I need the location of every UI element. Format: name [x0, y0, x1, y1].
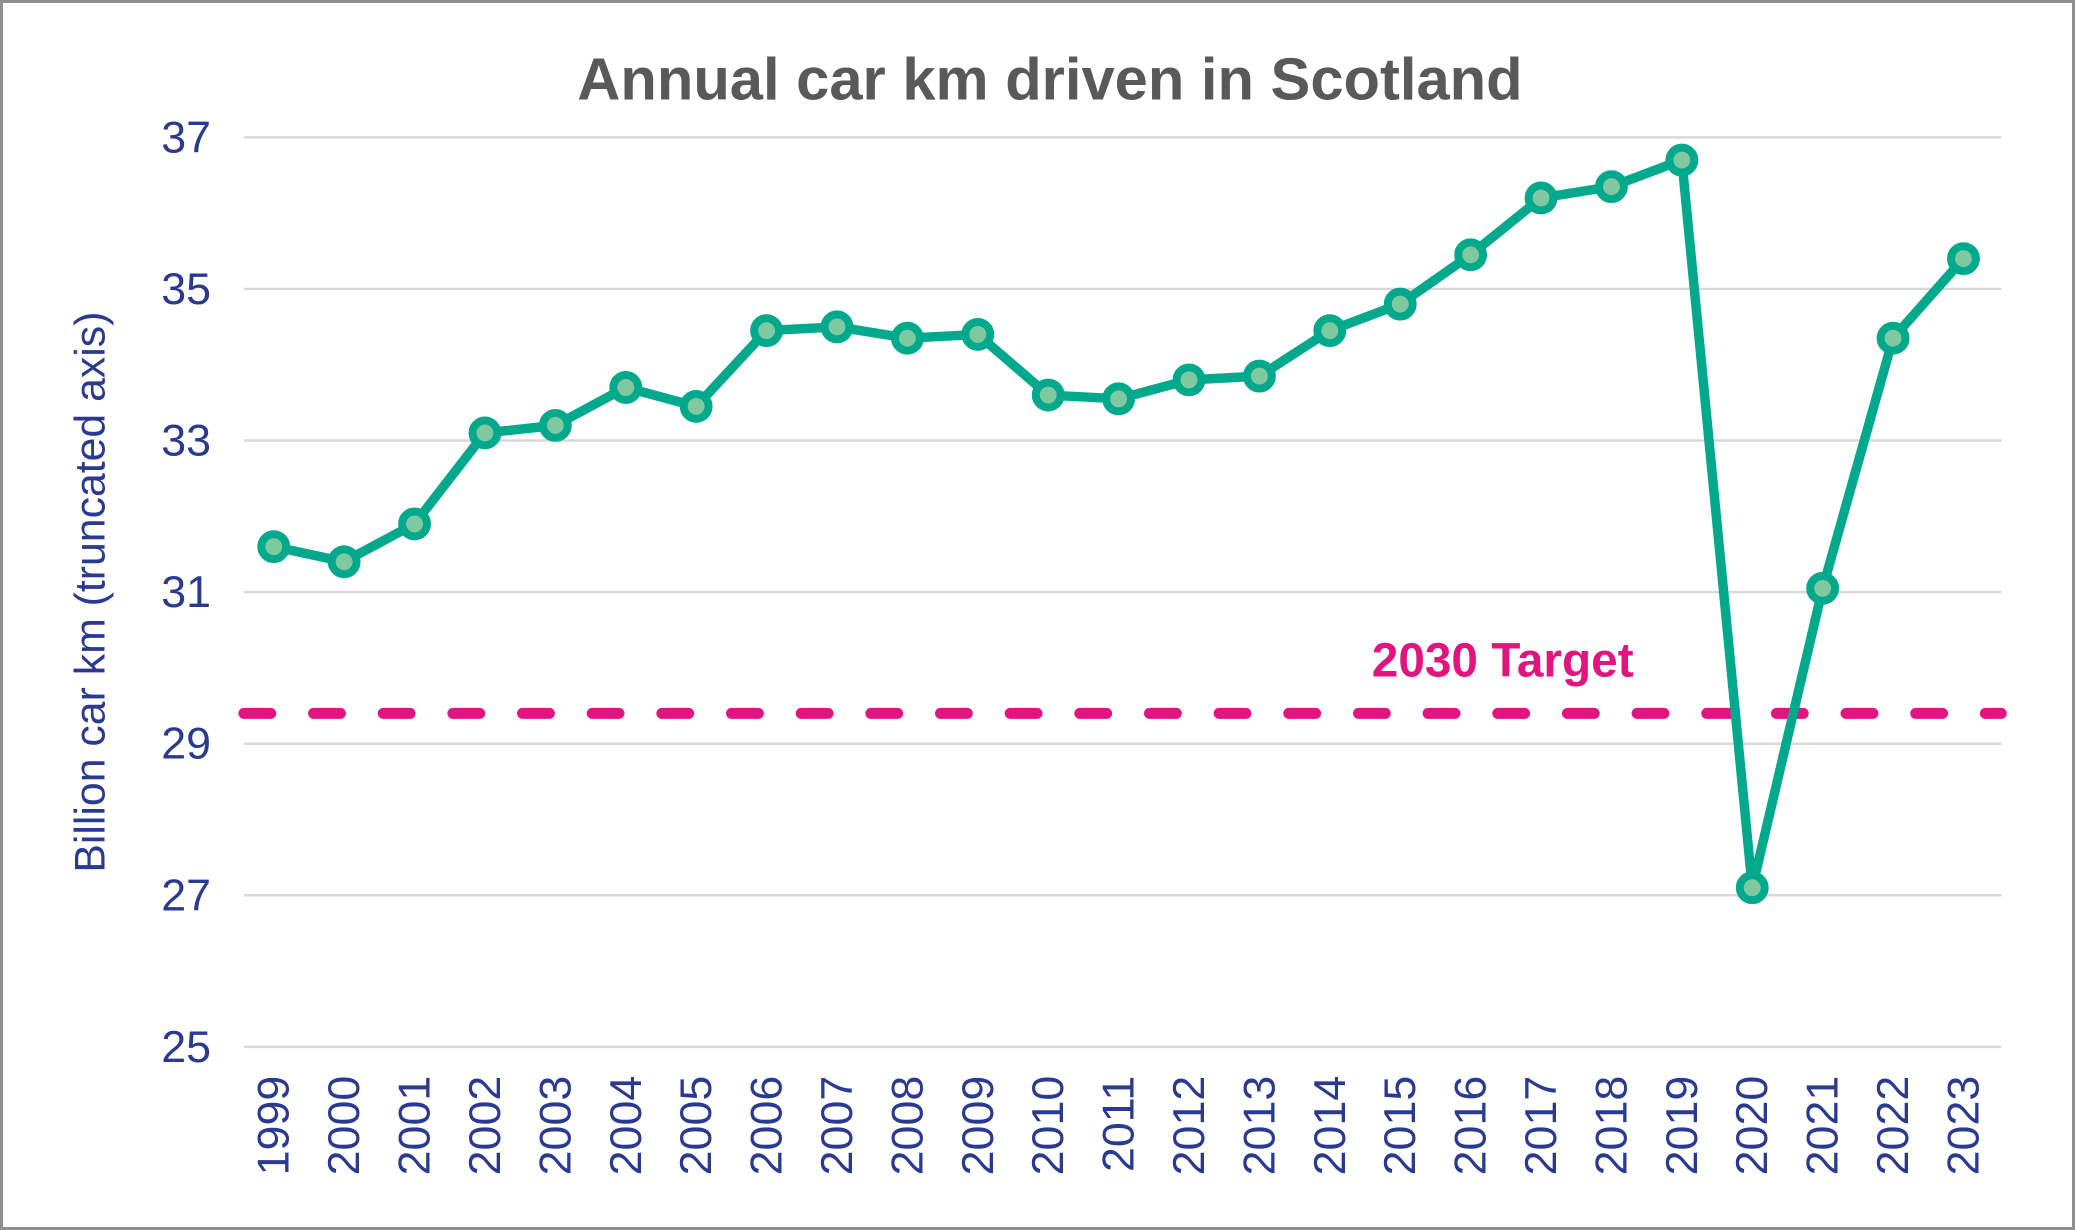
x-tick-label: 1999 [249, 1076, 299, 1176]
y-tick-label: 31 [161, 567, 211, 617]
x-tick-label: 2008 [882, 1076, 932, 1176]
data-point-marker [1524, 181, 1558, 215]
data-point-marker [890, 321, 924, 355]
y-tick-label: 35 [161, 264, 211, 314]
x-tick-label: 2013 [1234, 1076, 1284, 1176]
data-point-marker [327, 545, 361, 579]
data-point-marker [1595, 170, 1628, 204]
x-tick-label: 2018 [1586, 1076, 1636, 1176]
data-point-marker [1454, 238, 1488, 272]
data-point-marker [820, 310, 854, 344]
x-tick-label: 2000 [319, 1076, 369, 1176]
y-axis-title: Billion car km (truncated axis) [67, 312, 115, 873]
x-tick-label: 2022 [1868, 1076, 1918, 1176]
data-point-marker [398, 507, 431, 541]
y-tick-label: 27 [161, 870, 211, 920]
x-tick-label: 2014 [1305, 1076, 1355, 1176]
x-tick-label: 2015 [1375, 1076, 1425, 1176]
data-point-marker [1242, 359, 1276, 393]
x-tick-label: 2009 [953, 1076, 1003, 1176]
chart-canvas: 25 27 29 31 33 35 37 1999 2000 2001 2002 2003 2004 2… [67, 46, 2007, 1176]
y-tick-label: 37 [161, 112, 211, 162]
x-tick-label: 2005 [671, 1076, 721, 1176]
data-point-marker [1665, 143, 1699, 177]
x-tick-label: 2021 [1798, 1076, 1848, 1176]
data-point-marker [538, 408, 572, 442]
data-line-group [269, 155, 1969, 893]
data-point-marker [1735, 871, 1769, 905]
data-point-marker [1031, 378, 1065, 412]
trend-line [269, 155, 1969, 893]
data-point-marker [1383, 287, 1417, 321]
x-tick-labels-group: 1999 2000 2001 2002 2003 2004 2005 2006 2007 2008… [249, 1076, 1989, 1176]
data-point-markers-group [257, 143, 1980, 905]
target-label: 2030 Target [1372, 635, 1634, 688]
x-tick-label: 2023 [1938, 1076, 1988, 1176]
y-tick-label: 29 [161, 719, 211, 769]
x-tick-label: 2003 [530, 1076, 580, 1176]
x-tick-label: 2011 [1094, 1076, 1144, 1172]
chart-title: Annual car km driven in Scotland [577, 46, 1522, 113]
x-tick-label: 2007 [812, 1076, 862, 1176]
x-tick-label: 2012 [1164, 1076, 1214, 1176]
y-tick-labels-group: 25 27 29 31 33 35 37 [161, 112, 211, 1072]
y-tick-label: 33 [161, 416, 211, 466]
data-point-marker [1172, 363, 1206, 397]
data-point-marker [961, 317, 995, 351]
data-point-marker [1947, 242, 1980, 276]
data-point-marker [257, 530, 291, 564]
x-tick-label: 2002 [460, 1076, 510, 1176]
data-point-marker [1806, 571, 1840, 605]
x-tick-label: 2010 [1023, 1076, 1073, 1176]
data-point-marker [1313, 314, 1347, 348]
x-tick-label: 2004 [601, 1076, 651, 1176]
data-point-marker [1876, 321, 1910, 355]
gridlines-group [243, 136, 2002, 1049]
data-point-marker [750, 314, 783, 348]
data-point-marker [1102, 382, 1136, 416]
data-point-marker [468, 416, 502, 450]
y-tick-label: 25 [161, 1022, 211, 1072]
x-tick-label: 2006 [742, 1076, 792, 1176]
x-tick-label: 2017 [1516, 1076, 1566, 1176]
x-tick-label: 2001 [390, 1076, 440, 1176]
x-tick-label: 2016 [1446, 1076, 1496, 1176]
data-point-marker [679, 389, 713, 423]
data-point-marker [609, 371, 643, 404]
x-tick-label: 2020 [1727, 1076, 1777, 1176]
x-tick-label: 2019 [1657, 1076, 1707, 1176]
